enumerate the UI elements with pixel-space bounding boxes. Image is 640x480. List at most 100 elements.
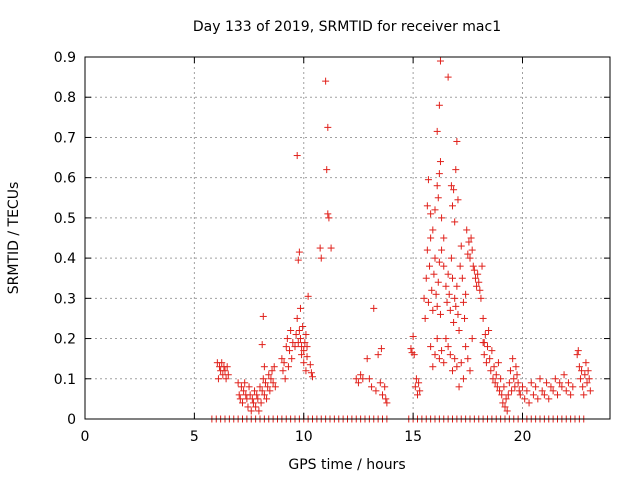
- data-point: [268, 367, 276, 375]
- y-tick-label: 0.8: [54, 90, 76, 106]
- y-tick-label: 0.6: [54, 171, 76, 187]
- data-point: [560, 371, 568, 379]
- data-point: [440, 234, 448, 242]
- data-point: [443, 298, 451, 306]
- data-point: [499, 399, 507, 407]
- tick-labels: 0 0.1 0.2 0.3 0.4 0.5 0.6 0.7 0.8 0.9 0 5 10 15 20: [54, 50, 532, 445]
- data-point: [453, 282, 461, 290]
- data-point: [525, 399, 533, 407]
- data-point: [549, 387, 557, 395]
- data-point: [569, 383, 577, 391]
- data-point: [327, 244, 335, 252]
- data-point: [365, 375, 373, 383]
- data-point: [433, 302, 441, 310]
- data-point: [278, 355, 286, 363]
- data-point: [586, 387, 594, 395]
- data-point: [440, 359, 448, 367]
- y-tick-label: 0.2: [54, 332, 76, 348]
- data-point: [412, 375, 420, 383]
- data-point: [450, 318, 458, 326]
- data-point: [352, 375, 360, 383]
- grid: [85, 57, 610, 419]
- data-point: [431, 254, 439, 262]
- data-point: [523, 387, 531, 395]
- data-point: [306, 361, 314, 369]
- data-point: [255, 407, 263, 415]
- data-point: [481, 331, 489, 339]
- data-point: [260, 363, 268, 371]
- data-point: [534, 395, 542, 403]
- data-point: [300, 347, 308, 355]
- data-point: [519, 383, 526, 391]
- data-point: [267, 375, 275, 383]
- data-point: [241, 379, 249, 387]
- data-point: [527, 379, 535, 387]
- data-point: [304, 292, 312, 300]
- data-point: [359, 375, 367, 383]
- data-point: [379, 391, 386, 399]
- data-point: [411, 383, 419, 391]
- data-point: [383, 399, 391, 407]
- data-point: [420, 294, 428, 302]
- data-point: [429, 363, 437, 371]
- data-point: [532, 383, 540, 391]
- data-point: [282, 343, 290, 351]
- plot-frame: [84, 56, 611, 420]
- data-point: [576, 375, 584, 383]
- data-point: [283, 335, 291, 343]
- data-point: [426, 262, 434, 270]
- data-point: [509, 355, 517, 363]
- data-point: [427, 234, 435, 242]
- data-point: [254, 395, 262, 403]
- data-point: [486, 355, 494, 363]
- data-point: [257, 399, 265, 407]
- data-point: [512, 363, 520, 371]
- data-point: [410, 351, 418, 359]
- data-point: [505, 379, 513, 387]
- data-point: [357, 371, 365, 379]
- data-point: [514, 379, 522, 387]
- data-point: [536, 375, 544, 383]
- data-point: [251, 387, 259, 395]
- y-tick-label: 0.7: [54, 130, 76, 146]
- data-point: [415, 379, 423, 387]
- data-point: [309, 373, 316, 381]
- data-point: [438, 246, 446, 254]
- data-point: [263, 395, 271, 403]
- data-point: [438, 214, 446, 222]
- data-point: [579, 383, 587, 391]
- y-tick-label: 0.3: [54, 291, 76, 307]
- data-point: [325, 214, 333, 222]
- data-point: [463, 226, 471, 234]
- data-point: [435, 170, 443, 178]
- data-point: [324, 123, 332, 131]
- data-point: [446, 351, 454, 359]
- data-point: [497, 375, 505, 383]
- data-point: [476, 286, 484, 294]
- data-point: [583, 379, 591, 387]
- data-point: [453, 363, 461, 371]
- data-point: [244, 403, 252, 411]
- data-point: [444, 343, 452, 351]
- data-point: [455, 383, 463, 391]
- data-point: [479, 314, 487, 322]
- data-point: [245, 383, 253, 391]
- data-point: [488, 347, 496, 355]
- data-point: [450, 186, 458, 194]
- data-point: [280, 359, 288, 367]
- data-point: [376, 379, 384, 387]
- data-point: [433, 335, 441, 343]
- data-point: [500, 383, 508, 391]
- data-point: [444, 73, 452, 81]
- data-point: [295, 248, 303, 256]
- data-point: [218, 359, 226, 367]
- data-point: [496, 387, 504, 395]
- data-point: [491, 379, 499, 387]
- data-point: [466, 254, 474, 262]
- data-point: [431, 206, 439, 214]
- axis-ticks: [84, 56, 610, 420]
- y-axis-label: SRMTID / TECUs: [6, 182, 22, 295]
- data-point: [585, 375, 593, 383]
- data-point: [214, 375, 222, 383]
